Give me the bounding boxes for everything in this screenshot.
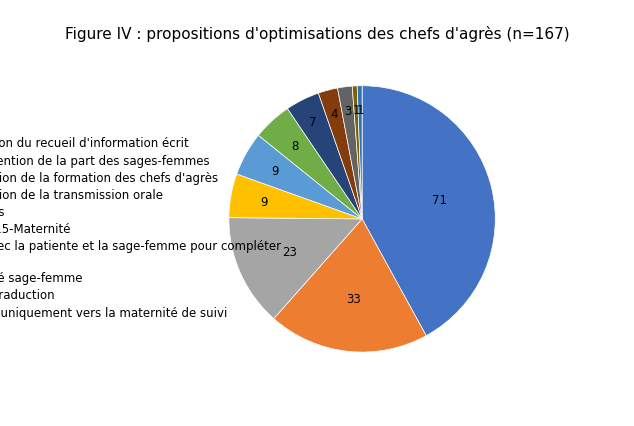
Text: 3: 3 bbox=[344, 105, 352, 118]
Text: 1: 1 bbox=[356, 104, 364, 117]
Legend: Rien, Modification du recueil d'information écrit, Plus d'attention de la part d: Rien, Modification du recueil d'informat… bbox=[0, 115, 286, 323]
Wedge shape bbox=[229, 218, 362, 319]
Wedge shape bbox=[362, 86, 495, 336]
Text: 33: 33 bbox=[346, 292, 361, 305]
Text: 7: 7 bbox=[309, 115, 317, 129]
Text: 1: 1 bbox=[353, 104, 359, 117]
Text: 4: 4 bbox=[330, 108, 338, 121]
Wedge shape bbox=[236, 136, 362, 219]
Text: Figure IV : propositions d'optimisations des chefs d'agrès (n=167): Figure IV : propositions d'optimisations… bbox=[65, 26, 569, 41]
Wedge shape bbox=[337, 87, 362, 219]
Wedge shape bbox=[357, 86, 362, 219]
Text: 8: 8 bbox=[291, 140, 298, 153]
Text: 9: 9 bbox=[260, 196, 268, 208]
Wedge shape bbox=[229, 175, 362, 219]
Wedge shape bbox=[353, 86, 362, 219]
Text: 71: 71 bbox=[432, 193, 447, 206]
Wedge shape bbox=[318, 89, 362, 219]
Wedge shape bbox=[274, 219, 426, 352]
Text: 23: 23 bbox=[281, 245, 297, 258]
Wedge shape bbox=[259, 109, 362, 219]
Text: 9: 9 bbox=[271, 164, 279, 177]
Wedge shape bbox=[287, 94, 362, 219]
